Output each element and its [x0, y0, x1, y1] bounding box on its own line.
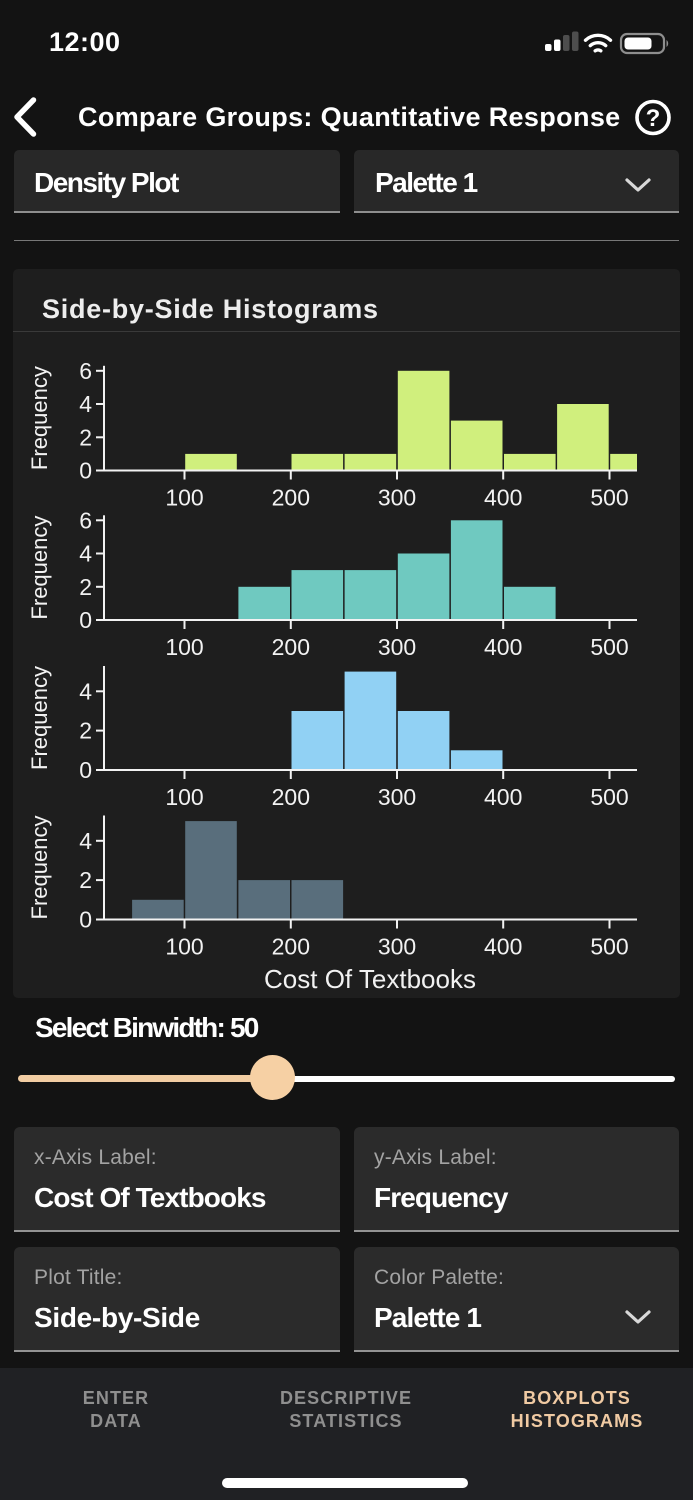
svg-text:Frequency: Frequency: [27, 516, 52, 620]
svg-text:400: 400: [484, 934, 522, 960]
svg-text:500: 500: [590, 634, 628, 660]
svg-text:2: 2: [79, 867, 92, 893]
svg-text:Frequency: Frequency: [27, 816, 52, 920]
svg-text:300: 300: [378, 634, 416, 660]
svg-text:100: 100: [165, 485, 203, 511]
svg-text:4: 4: [79, 828, 92, 854]
svg-text:200: 200: [272, 634, 310, 660]
svg-text:0: 0: [79, 907, 92, 933]
svg-text:2: 2: [79, 718, 92, 744]
svg-text:400: 400: [484, 784, 522, 810]
svg-text:6: 6: [79, 507, 92, 533]
svg-text:200: 200: [272, 784, 310, 810]
svg-text:2: 2: [79, 424, 92, 450]
svg-text:2: 2: [79, 574, 92, 600]
svg-text:Frequency: Frequency: [27, 366, 52, 470]
svg-text:500: 500: [590, 784, 628, 810]
svg-text:0: 0: [79, 757, 92, 783]
svg-text:500: 500: [590, 934, 628, 960]
svg-text:500: 500: [590, 485, 628, 511]
svg-text:?: ?: [646, 105, 661, 132]
svg-text:100: 100: [165, 784, 203, 810]
svg-text:6: 6: [79, 358, 92, 384]
svg-text:Cost Of Textbooks: Cost Of Textbooks: [264, 964, 476, 994]
svg-text:Frequency: Frequency: [27, 666, 52, 770]
svg-text:4: 4: [79, 391, 92, 417]
svg-text:200: 200: [272, 934, 310, 960]
svg-text:200: 200: [272, 485, 310, 511]
svg-text:100: 100: [165, 934, 203, 960]
svg-text:0: 0: [79, 607, 92, 633]
svg-text:4: 4: [79, 678, 92, 704]
svg-text:300: 300: [378, 934, 416, 960]
svg-text:400: 400: [484, 485, 522, 511]
svg-text:300: 300: [378, 784, 416, 810]
svg-text:100: 100: [165, 634, 203, 660]
svg-text:300: 300: [378, 485, 416, 511]
svg-text:4: 4: [79, 541, 92, 567]
svg-text:400: 400: [484, 634, 522, 660]
svg-text:0: 0: [79, 458, 92, 484]
